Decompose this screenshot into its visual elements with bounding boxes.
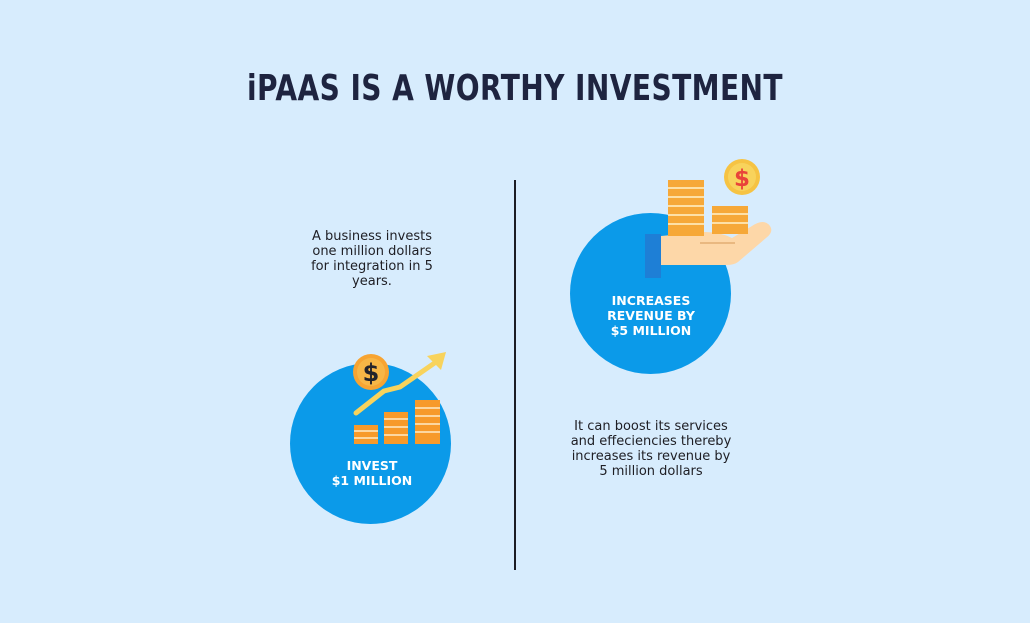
right-description: It can boost its services and effecienci… [570, 419, 732, 479]
revenue-label-line3: $5 MILLION [610, 323, 692, 338]
coin-stack-short-icon [712, 206, 748, 234]
invest-label: INVEST $1 MILLION [312, 458, 432, 488]
coin-stack-large-icon [415, 400, 440, 444]
invest-label-line1: INVEST [346, 458, 398, 473]
revenue-label-line2: REVENUE BY [607, 308, 695, 323]
coin-stack-tall-icon [668, 180, 704, 236]
coin-stack-medium-icon [384, 412, 408, 444]
page-title: iPAAS IS A WORTHY INVESTMENT [247, 68, 783, 109]
dollar-coin-icon: $ [724, 159, 760, 195]
center-divider [514, 180, 516, 570]
invest-label-line2: $1 MILLION [331, 473, 413, 488]
coin-symbol-right: $ [734, 166, 750, 192]
dollar-coin-icon: $ [353, 354, 389, 390]
coin-symbol-left: $ [363, 359, 380, 387]
chart-growth-icon: $ [353, 352, 446, 444]
revenue-label: INCREASES REVENUE BY $5 MILLION [590, 293, 712, 338]
growth-arrow-icon [353, 359, 439, 416]
left-description: A business invests one million dollars f… [311, 229, 433, 289]
hand-coins-icon: $ [645, 159, 772, 278]
revenue-label-line1: INCREASES [611, 293, 691, 308]
coin-stack-small-icon [354, 425, 378, 444]
